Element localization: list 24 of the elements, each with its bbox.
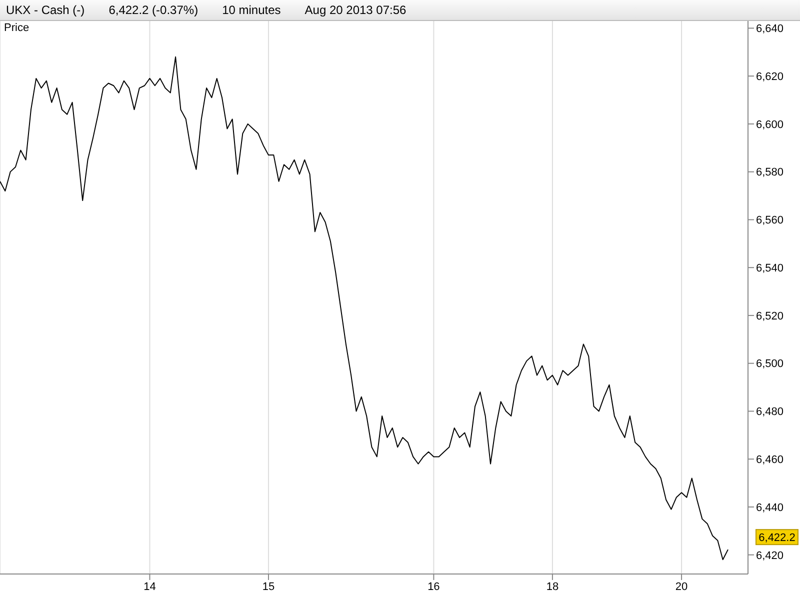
y-tick-label: 6,580 [756,166,784,179]
text: 10 minutes [222,3,281,17]
x-tick-label: 20 [675,580,688,593]
y-tick-label: 6,500 [756,358,784,370]
x-tick-label: 14 [144,580,156,593]
x-tick-label: 18 [546,580,559,593]
y-tick-label: 6,600 [756,118,784,131]
y-tick-label: 6,480 [756,406,784,418]
y-tick-label: 6,560 [756,214,784,227]
y-tick-label: 6,640 [756,23,784,36]
text: 6,422.2 [758,532,796,544]
y-tick-label: 6,620 [756,70,784,83]
y-tick-label: 6,440 [756,502,784,514]
y-tick-label: 6,520 [756,310,784,322]
y-axis-title: Price [4,22,30,34]
chart-title: UKX - Cash (-) [6,3,85,17]
x-tick-label: 16 [428,580,440,593]
x-tick-label: 15 [262,580,275,593]
y-tick-label: 6,460 [756,454,784,466]
y-tick-label: 6,420 [756,550,784,562]
y-tick-label: 6,540 [756,262,784,274]
text: 6,422.2 (-0.37%) [108,3,198,17]
line-series [0,56,728,560]
text: Aug 20 2013 07:56 [304,3,406,17]
